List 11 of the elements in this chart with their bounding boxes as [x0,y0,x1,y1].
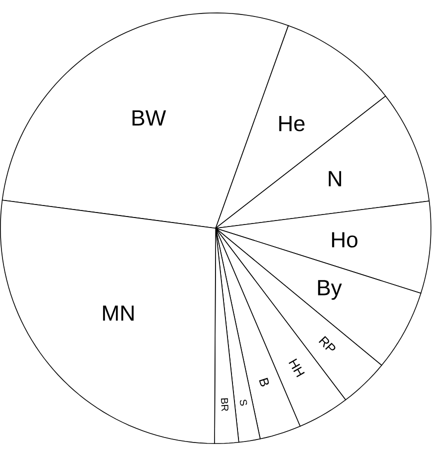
slice-label: B [258,378,269,386]
slice-label: BR [220,398,228,412]
slice-label: HH [288,358,305,378]
slice-label: N [328,171,341,186]
slice-label: By [318,280,342,300]
slice-label: He [279,116,304,132]
slice-label: MN [102,306,134,321]
slice-label: RP [318,336,336,350]
slice-label: Ho [332,232,358,248]
slice-label: S [240,400,247,406]
slice-label: BW [132,110,166,126]
